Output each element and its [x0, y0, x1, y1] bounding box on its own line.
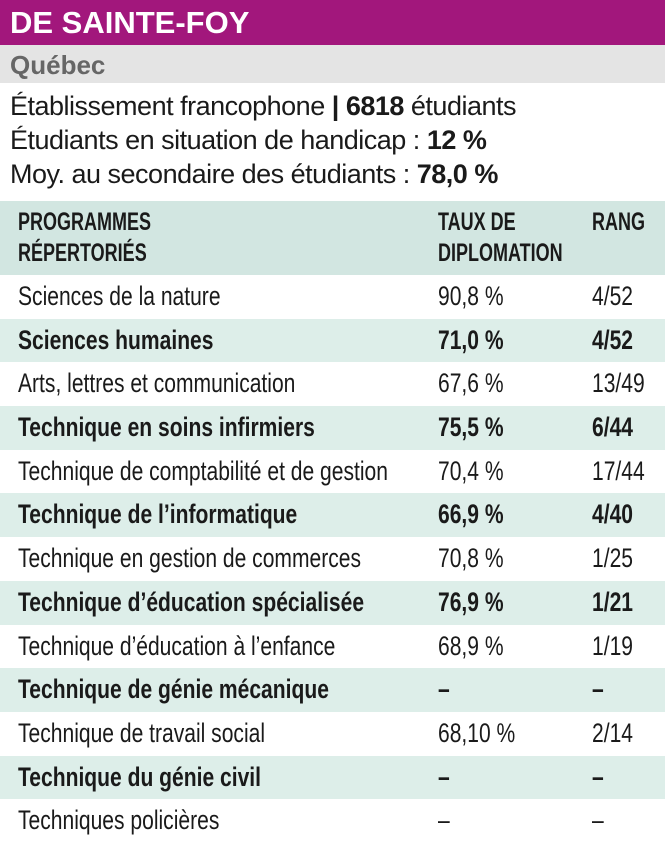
program: Technique d’éducation à l’enfance: [18, 630, 336, 661]
rank: 1/21: [592, 586, 633, 617]
table-row: Technique d’éducation spécialisée 76,9 % 1…: [0, 580, 665, 625]
value: 12 %: [426, 125, 487, 155]
program: Sciences humaines: [18, 324, 214, 355]
program: Technique d’éducation spécialisée: [18, 586, 365, 617]
rank: 4/40: [592, 499, 633, 530]
graduation-rate: 70,8 %: [438, 543, 504, 574]
table-row: Technique de l’informatique 66,9 % 4/40: [0, 493, 665, 538]
rank: 6/44: [592, 412, 633, 443]
table: PROGRAMMES RÉPERTORIÉS TAUX DE DIPLOMATION R…: [0, 201, 665, 843]
column-header: TAUX DE DIPLOMATION: [438, 207, 563, 269]
info: Établissement francophone | 6818 étudian…: [0, 83, 665, 199]
rank: 1/25: [592, 543, 633, 574]
graduation-rate: 71,0 %: [438, 324, 504, 355]
value: 6818: [345, 91, 405, 121]
graduation-rate: –: [438, 805, 450, 836]
info-line: Étudiants en situation de handicap : 12 …: [10, 123, 665, 157]
header-line: DIPLOMATION: [438, 239, 563, 267]
rank: 4/52: [592, 281, 633, 311]
title: DE SAINTE-FOY: [0, 0, 665, 45]
table-header: PROGRAMMES RÉPERTORIÉS TAUX DE DIPLOMATION R…: [0, 201, 665, 275]
table-row: Technique d’éducation à l’enfance 68,9 % 1…: [0, 625, 665, 669]
program: Sciences de la nature: [18, 281, 221, 311]
rank: 13/49: [592, 368, 645, 399]
graduation-rate: –: [438, 761, 450, 792]
table-row: Technique de travail social 68,10 % 2/14: [0, 712, 665, 756]
graduation-rate: 68,10 %: [438, 717, 516, 748]
graduation-rate: 90,8 %: [438, 281, 504, 311]
table-row: Technique du génie civil – –: [0, 755, 665, 800]
header-line: RÉPERTORIÉS: [18, 239, 147, 267]
program: Technique du génie civil: [18, 761, 262, 792]
graduation-rate: –: [438, 674, 450, 705]
separator: |: [331, 91, 340, 121]
region: Québec: [0, 45, 665, 83]
graduation-rate: 70,4 %: [438, 455, 504, 486]
info-line: Établissement francophone | 6818 étudian…: [10, 89, 665, 123]
rank: 4/52: [592, 324, 633, 355]
label: Établissement francophone: [10, 91, 325, 121]
table-row: Arts, lettres et communication 67,6 % 13/4…: [0, 362, 665, 406]
label: Étudiants en situation de handicap :: [10, 125, 420, 155]
header-line: RANG: [592, 208, 645, 236]
table-row: Technique en soins infirmiers 75,5 % 6/44: [0, 406, 665, 450]
program: Technique de travail social: [18, 717, 266, 748]
table-row: Technique en gestion de commerces 70,8 % 1…: [0, 537, 665, 581]
program: Arts, lettres et communication: [18, 368, 296, 399]
column-header: PROGRAMMES RÉPERTORIÉS: [18, 207, 151, 269]
table-row: Technique de génie mécanique – –: [0, 668, 665, 712]
label: Moy. au secondaire des étudiants :: [10, 159, 410, 189]
program: Technique de comptabilité et de gestion: [18, 455, 388, 486]
graduation-rate: 75,5 %: [438, 412, 504, 443]
header-line: TAUX DE: [438, 208, 516, 236]
program: Technique en gestion de commerces: [18, 543, 362, 574]
table-row: Sciences humaines 71,0 % 4/52: [0, 318, 665, 363]
graduation-rate: 66,9 %: [438, 499, 504, 530]
rank: 17/44: [592, 455, 645, 486]
header-line: PROGRAMMES: [18, 208, 152, 236]
program: Technique de l’informatique: [18, 499, 298, 530]
table-row: Techniques policières – –: [0, 799, 665, 843]
program: Technique en soins infirmiers: [18, 412, 315, 443]
rank: –: [592, 805, 604, 836]
rank: –: [592, 761, 604, 792]
column-header: RANG: [592, 207, 645, 238]
rank: –: [592, 674, 604, 705]
rank: 1/19: [592, 630, 633, 661]
table-row: Sciences de la nature 90,8 % 4/52: [0, 275, 665, 319]
table-row: Technique de comptabilité et de gestion 7…: [0, 450, 665, 494]
rank: 2/14: [592, 717, 633, 748]
program: Technique de génie mécanique: [18, 674, 329, 705]
suffix: étudiants: [410, 91, 517, 121]
program: Techniques policières: [18, 805, 220, 836]
graduation-rate: 68,9 %: [438, 630, 504, 661]
value: 78,0 %: [416, 159, 499, 189]
graduation-rate: 67,6 %: [438, 368, 504, 399]
graduation-rate: 76,9 %: [438, 586, 504, 617]
info-line: Moy. au secondaire des étudiants : 78,0 …: [10, 157, 665, 191]
